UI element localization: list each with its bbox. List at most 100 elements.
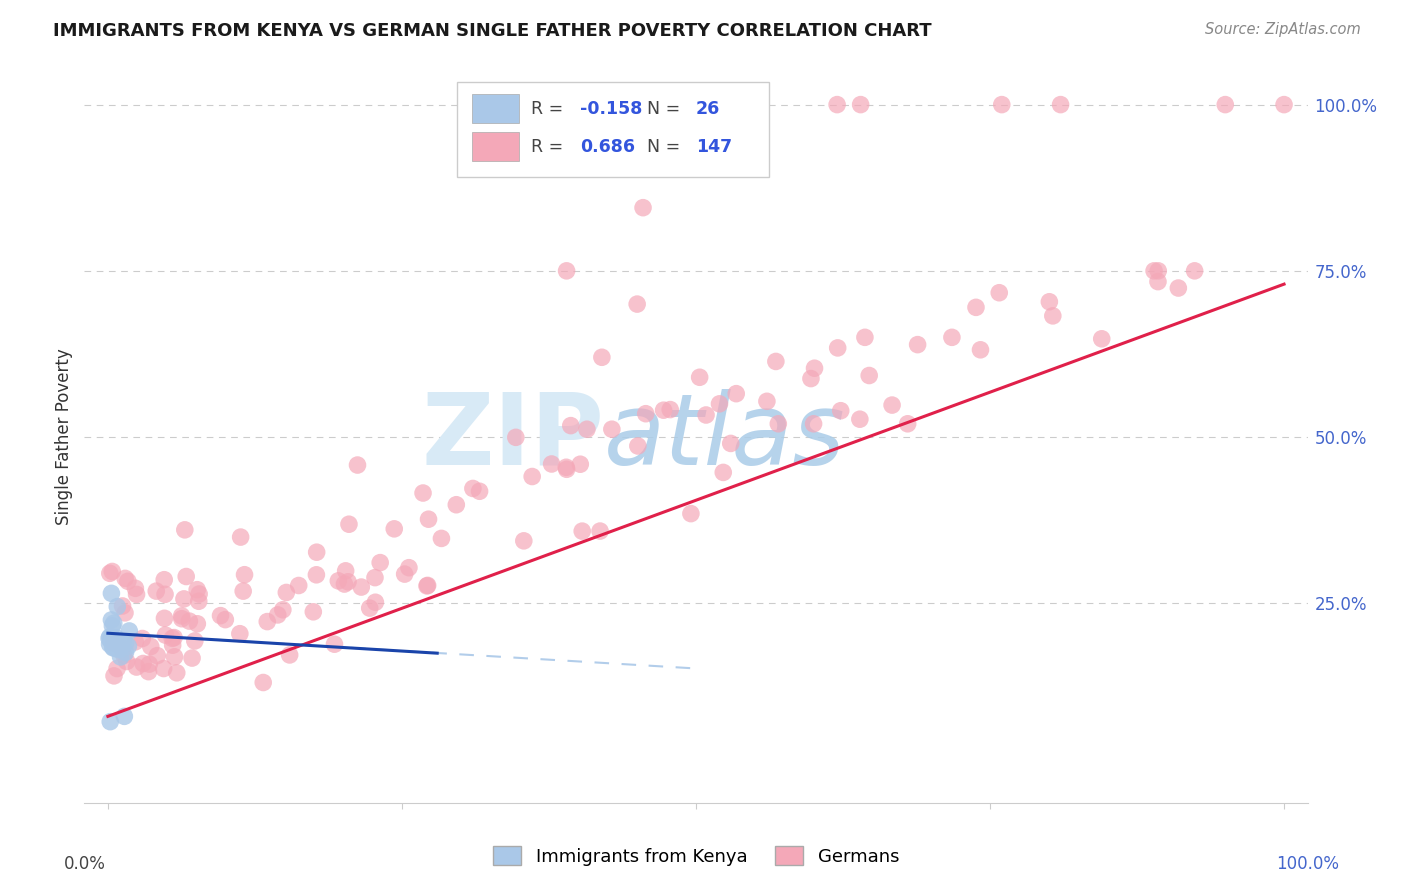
Point	[1184, 264, 1206, 278]
Point	[139, 640, 162, 654]
Point	[100, 633, 122, 648]
Point	[114, 645, 136, 659]
Point	[853, 330, 876, 344]
Point	[146, 648, 169, 663]
Point	[256, 615, 278, 629]
Point	[229, 530, 252, 544]
Point	[650, 97, 672, 112]
Point	[969, 343, 991, 357]
Point	[695, 408, 717, 422]
Point	[631, 201, 654, 215]
Point	[627, 439, 650, 453]
Point	[179, 614, 201, 628]
Point	[153, 587, 176, 601]
Point	[880, 398, 903, 412]
Point	[186, 582, 208, 597]
Point	[690, 97, 713, 112]
Point	[153, 573, 176, 587]
Point	[569, 457, 592, 471]
Point	[1143, 264, 1166, 278]
Point	[173, 591, 195, 606]
Point	[114, 636, 136, 650]
Point	[233, 567, 256, 582]
Point	[114, 571, 136, 585]
Point	[364, 571, 387, 585]
Point	[162, 638, 184, 652]
Point	[575, 422, 598, 436]
Point	[897, 417, 920, 431]
Point	[117, 639, 139, 653]
Point	[111, 639, 134, 653]
Point	[98, 566, 121, 581]
Point	[163, 631, 186, 645]
Point	[110, 649, 132, 664]
Text: 147: 147	[696, 137, 733, 156]
Point	[174, 569, 197, 583]
Point	[155, 628, 177, 642]
Point	[965, 301, 987, 315]
Text: R =: R =	[531, 100, 568, 118]
Point	[101, 619, 124, 633]
Point	[98, 637, 121, 651]
Point	[98, 632, 121, 646]
Point	[1147, 275, 1170, 289]
Point	[1091, 332, 1114, 346]
Point	[103, 636, 125, 650]
Point	[214, 613, 236, 627]
Text: N =: N =	[647, 100, 686, 118]
Point	[398, 560, 420, 574]
Point	[138, 665, 160, 679]
Point	[711, 466, 734, 480]
Point	[276, 585, 298, 599]
Point	[108, 636, 131, 650]
Point	[124, 582, 146, 596]
Point	[323, 637, 346, 651]
Point	[170, 612, 193, 626]
Point	[305, 567, 328, 582]
Text: atlas: atlas	[605, 389, 846, 485]
Point	[124, 635, 146, 649]
Point	[725, 386, 748, 401]
Point	[131, 632, 153, 646]
Point	[689, 370, 711, 384]
Text: ZIP: ZIP	[422, 389, 605, 485]
Point	[271, 603, 294, 617]
Point	[858, 368, 880, 383]
Point	[446, 498, 468, 512]
Point	[659, 402, 682, 417]
Point	[117, 574, 139, 589]
Point	[138, 657, 160, 672]
Point	[830, 403, 852, 417]
Point	[907, 337, 929, 351]
Text: N =: N =	[647, 137, 686, 156]
Point	[100, 613, 122, 627]
Point	[100, 586, 122, 600]
Point	[166, 665, 188, 680]
Point	[382, 522, 405, 536]
Point	[350, 580, 373, 594]
Point	[513, 533, 536, 548]
Text: 0.686: 0.686	[579, 137, 634, 156]
Point	[108, 639, 131, 653]
Point	[103, 640, 125, 655]
Point	[1147, 264, 1170, 278]
Point	[153, 611, 176, 625]
Point	[589, 524, 612, 538]
Point	[346, 458, 368, 472]
Point	[181, 651, 204, 665]
Point	[337, 517, 360, 532]
Point	[540, 457, 562, 471]
Point	[765, 354, 787, 368]
Point	[162, 632, 184, 646]
Point	[229, 626, 252, 640]
Text: -0.158: -0.158	[579, 100, 643, 118]
Point	[232, 584, 254, 599]
Point	[679, 507, 702, 521]
Point	[709, 397, 731, 411]
Point	[111, 641, 134, 656]
Point	[690, 161, 713, 175]
Point	[112, 635, 135, 649]
Point	[755, 394, 778, 409]
Point	[394, 567, 416, 582]
Point	[105, 662, 128, 676]
